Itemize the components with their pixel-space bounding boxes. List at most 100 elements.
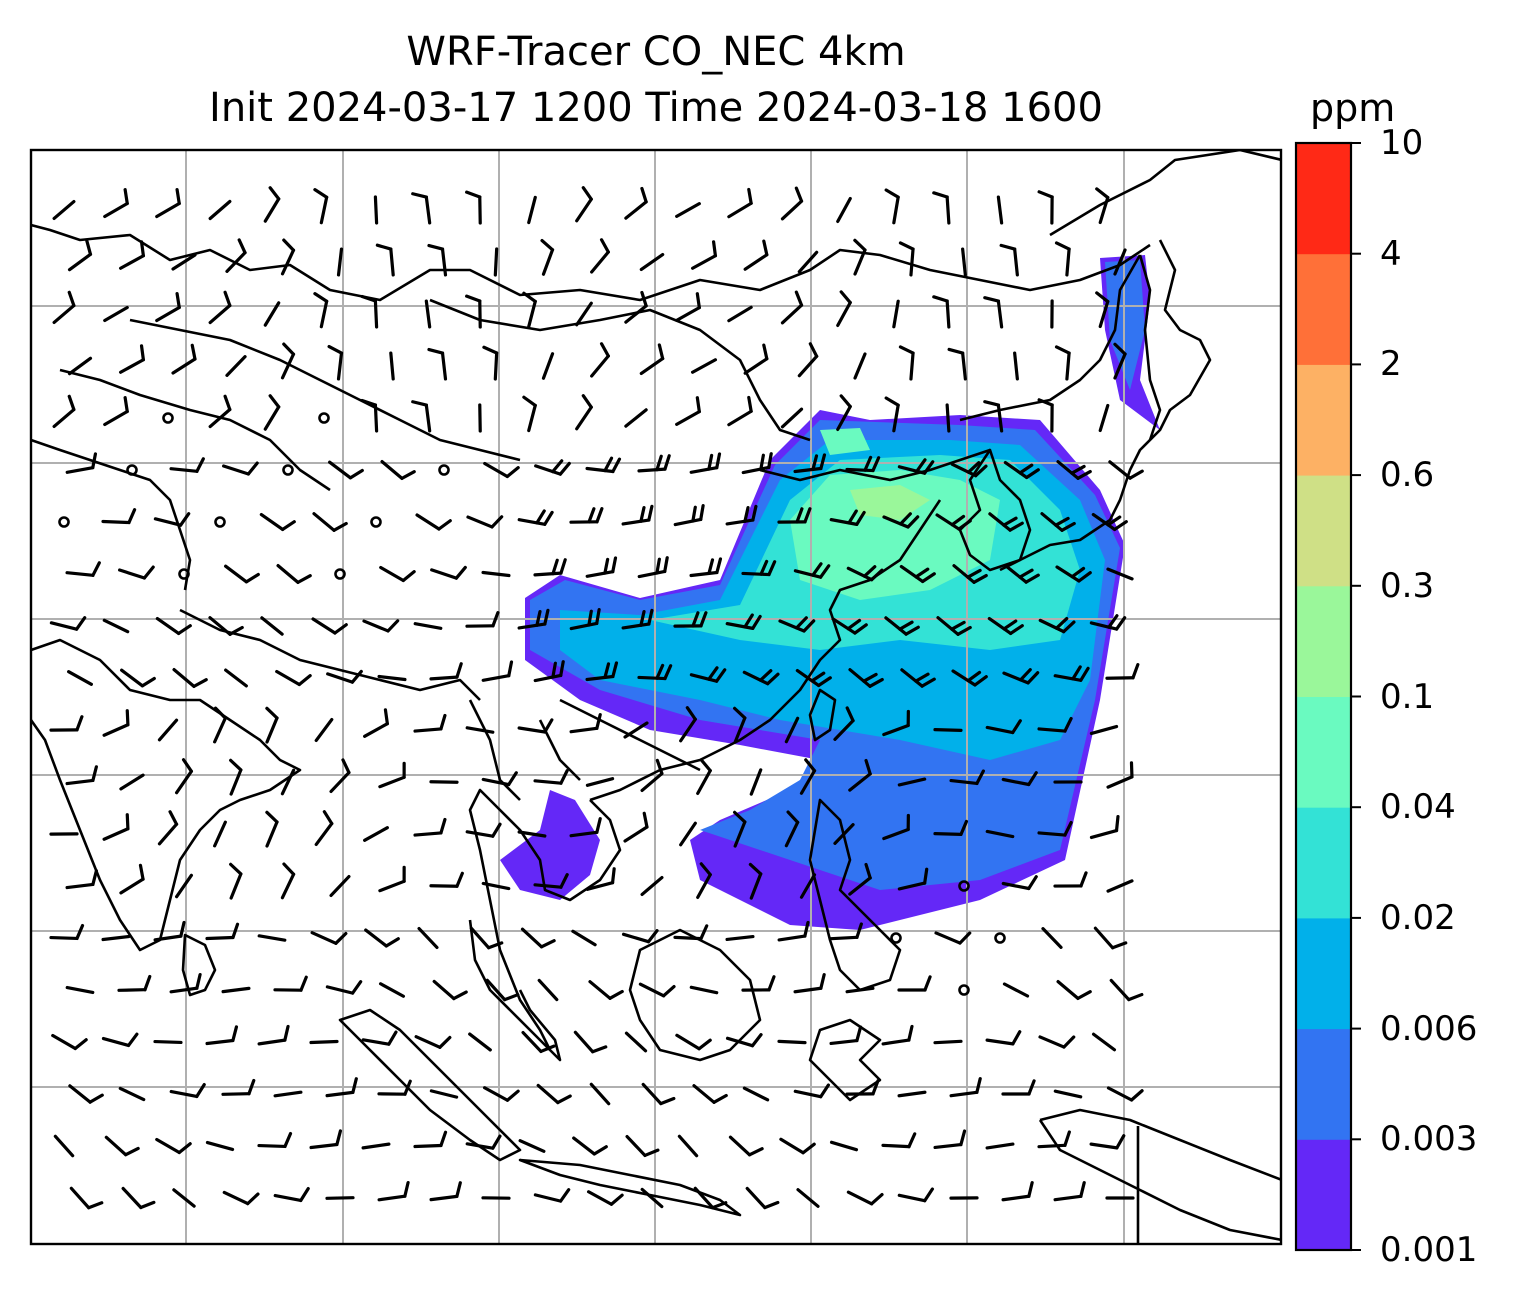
wind-barb-359 [897, 1090, 927, 1098]
wind-barb-57 [836, 290, 852, 328]
wind-barb-239 [1001, 771, 1038, 787]
wind-barb-157 [1106, 567, 1134, 581]
wind-barb-336 [777, 1039, 807, 1045]
wind-barb-3 [208, 199, 232, 221]
wind-barb-213 [733, 706, 747, 744]
wind-barb-387 [172, 1188, 196, 1208]
wind-barb-245 [213, 820, 227, 848]
wind-barb-9 [527, 195, 537, 225]
colorbar-tick-label: 0.6 [1380, 455, 1435, 496]
wind-barb-293 [571, 929, 597, 947]
wind-barb-150 [741, 559, 777, 577]
wind-barb-251 [517, 830, 547, 838]
wind-barb-298 [829, 922, 863, 941]
wind-barb-28 [427, 243, 448, 277]
wind-barb-94 [675, 396, 701, 426]
wind-barb-312 [588, 980, 624, 1000]
coastline-sri-lanka [181, 933, 217, 997]
wind-barb-135 [935, 513, 972, 531]
wind-barb-128 [569, 507, 604, 524]
wind-barb-354 [641, 1082, 676, 1106]
border-himalaya [179, 608, 481, 701]
border-china-south [559, 698, 701, 772]
wind-barb-257 [833, 823, 855, 845]
wind-barb-193 [795, 668, 832, 688]
wind-barb-108 [483, 461, 520, 479]
wind-barb-141 [224, 564, 260, 584]
wind-barb-252 [569, 817, 602, 838]
wind-barb-230 [533, 769, 569, 785]
wind-barb-228 [429, 780, 459, 784]
wind-barb-249 [413, 817, 447, 837]
wind-barb-93 [624, 408, 648, 428]
wind-barb-107 [380, 460, 416, 480]
wind-barb-174 [884, 616, 920, 636]
wind-barb-86 [208, 394, 232, 429]
wind-barb-176 [987, 616, 1024, 636]
wind-barb-260 [985, 829, 1015, 839]
wind-barb-112 [689, 452, 722, 474]
wind-barb-46 [263, 301, 281, 327]
wind-barb-81 [1013, 351, 1019, 381]
wind-barb-16 [884, 188, 900, 225]
wind-barb-319 [1002, 982, 1030, 998]
wind-barbs [49, 186, 1144, 1210]
wind-barb-263 [65, 869, 98, 890]
wind-barb-208 [465, 726, 495, 734]
wind-barb-133 [829, 509, 866, 526]
wind-barb-85 [103, 396, 129, 427]
wind-barb-99 [945, 403, 951, 433]
coastline-kamchatka [1049, 150, 1281, 237]
wind-barb-248 [363, 826, 389, 842]
wind-barb-5 [313, 188, 329, 225]
wind-barb-333 [624, 1031, 648, 1053]
wind-barb-315 [741, 975, 776, 992]
wind-barb-383 [1037, 1130, 1071, 1149]
wind-barb-34 [743, 239, 769, 271]
wind-barb-62 [1095, 291, 1110, 329]
wind-barb-181 [172, 668, 208, 688]
wind-barb-246 [265, 810, 279, 848]
wind-barb-302 [65, 985, 95, 995]
wind-barb-324 [153, 1039, 183, 1045]
tracer-contour-0.1 [850, 485, 930, 520]
wind-barb-170 [673, 611, 708, 628]
wind-barb-153 [899, 564, 936, 584]
wind-barb-273 [585, 867, 616, 891]
wind-barb-160 [155, 616, 192, 636]
wind-barb-317 [845, 986, 875, 994]
wind-barb-386 [121, 1186, 156, 1210]
wind-barb-292 [520, 927, 556, 949]
wind-barb-205 [314, 717, 334, 743]
wind-barb-401 [897, 1187, 935, 1203]
wind-barb-185 [377, 674, 407, 682]
wind-barb-198 [1053, 665, 1090, 682]
wind-barb-229 [481, 771, 518, 787]
wind-barb-294 [621, 929, 659, 944]
wind-barb-53 [624, 290, 648, 324]
wind-barb-220 [1089, 724, 1119, 736]
wind-barb-202 [157, 718, 179, 742]
wind-barb-250 [465, 822, 502, 838]
colorbar-tick-label: 0.003 [1380, 1119, 1478, 1160]
wind-barb-27 [375, 243, 395, 277]
wind-barb-130 [673, 504, 705, 527]
wind-barb-129 [621, 504, 654, 526]
wind-barb-103 [65, 452, 98, 474]
wind-barb-192 [742, 669, 780, 686]
wind-barb-310 [485, 978, 520, 1002]
wind-barb-348 [325, 1077, 358, 1098]
wind-barb-329 [414, 1035, 452, 1049]
calm-marker [958, 880, 970, 892]
wind-barb-158 [49, 616, 87, 631]
wind-barb-369 [309, 1129, 343, 1150]
wind-barb-388 [222, 1190, 260, 1206]
border-west [31, 438, 192, 591]
wind-barb-63 [67, 356, 93, 376]
wind-barb-318 [897, 975, 932, 992]
wind-barb-306 [273, 975, 308, 992]
wind-barb-195 [900, 668, 936, 688]
calm-marker [162, 412, 174, 424]
wind-barb-355 [692, 1084, 728, 1104]
wind-barb-372 [465, 1134, 502, 1150]
